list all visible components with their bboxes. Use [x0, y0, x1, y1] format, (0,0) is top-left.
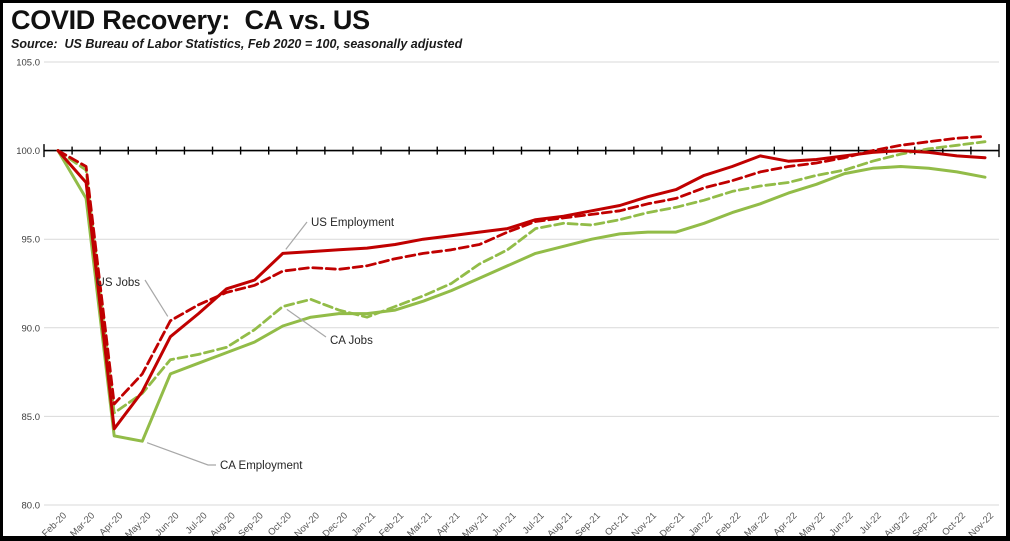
annotation-line-us-employment — [285, 221, 308, 250]
x-tick-label: Oct-22 — [940, 510, 968, 538]
series-ca-employment — [56, 149, 987, 443]
annotation-line-us-jobs — [144, 279, 169, 317]
x-tick-label: Feb-21 — [377, 510, 406, 539]
x-tick-label: Jun-20 — [153, 510, 181, 538]
chart-title: COVID Recovery: CA vs. US — [11, 5, 370, 35]
series-us-jobs — [56, 134, 987, 406]
x-tick-label: Mar-21 — [405, 510, 434, 539]
x-tick-label: Apr-21 — [434, 510, 462, 538]
x-tick-label: May-21 — [460, 510, 490, 540]
x-tick-label: Apr-20 — [97, 510, 125, 538]
x-tick-label: Aug-21 — [545, 510, 574, 539]
x-tick-label: Oct-21 — [603, 510, 631, 538]
x-tick-label: Jul-20 — [184, 510, 210, 536]
y-tick-label: 105.0 — [16, 58, 40, 69]
annotation-label-ca-employment: CA Employment — [220, 460, 303, 472]
y-tick-label: 95.0 — [22, 235, 41, 246]
x-tick-label: Jun-22 — [827, 510, 855, 538]
x-tick-label: Sep-21 — [573, 510, 602, 539]
x-tick-label: May-22 — [797, 510, 827, 540]
y-tick-label: 85.0 — [22, 412, 41, 423]
series-us-employment — [56, 149, 987, 431]
x-tick-label: Feb-20 — [40, 510, 69, 539]
x-tick-label: Mar-22 — [742, 510, 771, 539]
x-tick-label: Jun-21 — [490, 510, 518, 538]
x-tick-label: Jan-21 — [350, 510, 378, 538]
series-ca-jobs — [56, 140, 987, 415]
annotation-label-us-jobs: US Jobs — [97, 277, 141, 289]
x-tick-label: Dec-21 — [658, 510, 687, 539]
annotation-label-us-employment: US Employment — [311, 217, 395, 229]
x-tick-label: Nov-21 — [630, 510, 659, 539]
x-tick-label: Jul-21 — [521, 510, 547, 536]
annotation-line-ca-employment — [146, 442, 216, 466]
chart-source: Source: US Bureau of Labor Statistics, F… — [11, 37, 463, 51]
x-tick-label: Mar-20 — [68, 510, 97, 539]
x-tick-label: Aug-20 — [208, 510, 237, 539]
y-tick-label: 90.0 — [22, 323, 41, 334]
x-tick-label: May-20 — [123, 510, 153, 540]
x-tick-label: Apr-22 — [772, 510, 800, 538]
y-tick-label: 100.0 — [16, 146, 40, 157]
x-tick-label: Oct-20 — [266, 510, 294, 538]
x-tick-label: Aug-22 — [882, 510, 911, 539]
x-tick-label: Sep-22 — [910, 510, 939, 539]
x-tick-label: Nov-22 — [967, 510, 996, 539]
x-tick-label: Jan-22 — [687, 510, 715, 538]
x-tick-label: Sep-20 — [236, 510, 265, 539]
x-tick-label: Dec-20 — [321, 510, 350, 539]
x-tick-label: Nov-20 — [293, 510, 322, 539]
x-tick-label: Feb-22 — [714, 510, 743, 539]
annotation-label-ca-jobs: CA Jobs — [330, 335, 373, 347]
annotation-line-ca-jobs — [286, 308, 327, 338]
y-tick-label: 80.0 — [22, 501, 41, 512]
x-tick-label: Jul-22 — [858, 510, 884, 536]
